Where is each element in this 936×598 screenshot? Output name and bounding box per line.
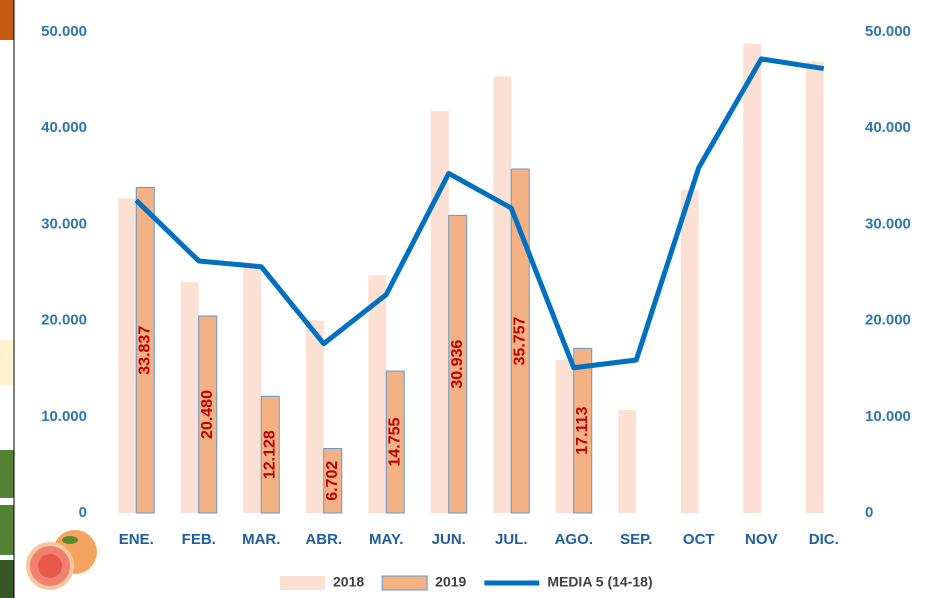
data-label: 20.480 [199,390,216,439]
data-label: 30.936 [449,340,466,389]
bar [510,168,530,514]
y2-tick-label: 30.000 [865,215,911,232]
y-tick-label: 30.000 [41,215,87,232]
legend-label: 2018 [333,574,364,590]
x-tick-label: JUN. [432,531,466,548]
data-label: 33.837 [136,326,153,375]
x-tick-label: JUL. [495,531,528,548]
x-tick-label: MAY. [369,531,403,548]
x-tick-label: ENE. [119,531,154,548]
y2-tick-label: 20.000 [865,312,911,329]
bar [385,370,405,514]
y-tick-label: 0 [79,504,87,521]
y2-tick-label: 40.000 [865,119,911,136]
y2-tick-label: 50.000 [865,23,911,40]
bar [260,395,280,514]
bar [680,189,699,513]
x-tick-label: MAR. [242,531,280,548]
data-label: 35.757 [511,316,528,365]
data-label: 12.128 [261,430,278,479]
bar [180,282,199,513]
x-tick-label: ABR. [305,531,342,548]
bar [573,347,593,514]
y2-tick-label: 0 [865,504,873,521]
bar [368,275,387,513]
x-tick-label: NOV [745,531,778,548]
y2-tick-label: 10.000 [865,408,911,425]
data-label: 6.702 [324,461,341,501]
y-tick-label: 10.000 [41,408,87,425]
bar [135,186,155,514]
line [134,56,825,371]
data-label: 14.755 [386,417,403,466]
bar [430,110,449,513]
x-tick-label: FEB. [182,531,216,548]
bar [243,267,262,513]
x-tick-label: OCT [683,531,715,548]
y-tick-label: 40.000 [41,119,87,136]
x-tick-label: DIC. [809,531,839,548]
legend-swatch [381,575,428,591]
bar [805,61,824,514]
bar [555,360,574,513]
bar [743,43,762,513]
bar [198,315,218,514]
legend-label: MEDIA 5 (14-18) [547,574,652,590]
legend-swatch [280,576,325,590]
bar [118,198,137,513]
x-tick-label: SEP. [620,531,652,548]
data-label: 17.113 [574,407,591,455]
y-tick-label: 50.000 [41,23,87,40]
bar [618,410,637,513]
bar [448,214,468,514]
grapefruit-icon [26,530,97,590]
y-tick-label: 20.000 [41,312,87,329]
bar [493,76,512,513]
left-crop-strip [0,0,15,598]
x-tick-label: AGO. [555,531,593,548]
legend-label: 2019 [435,574,466,590]
bar [323,448,343,514]
bar [305,320,324,513]
